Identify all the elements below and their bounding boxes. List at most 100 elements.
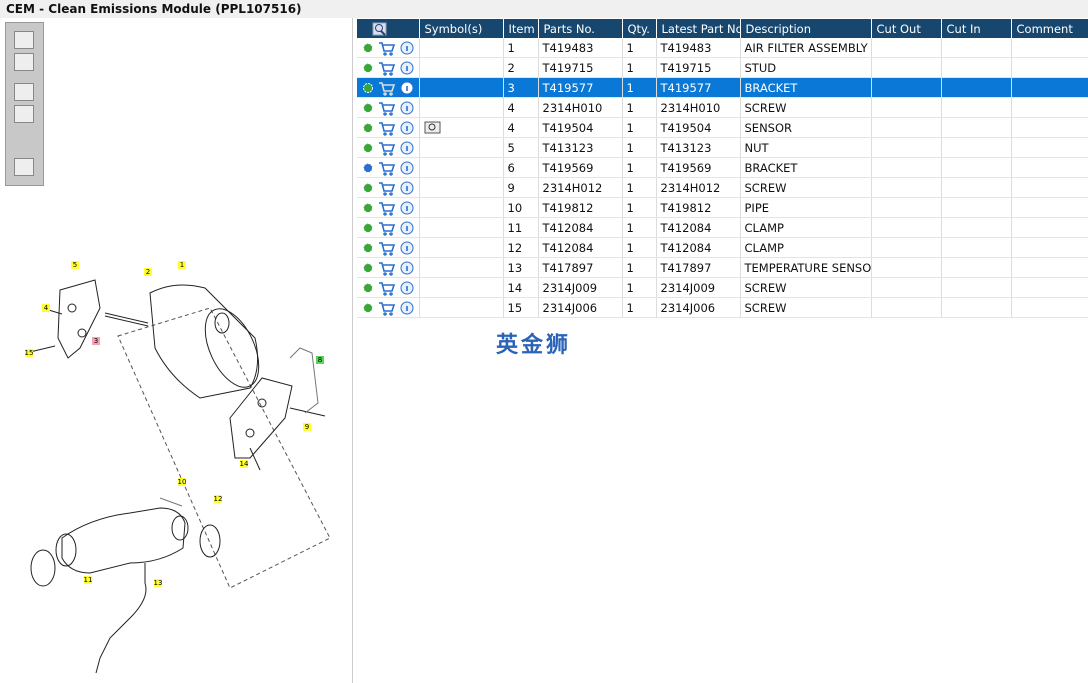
empty-cell: [1011, 77, 1088, 98]
zoom-in-button[interactable]: [14, 31, 34, 49]
icon-cell: [357, 137, 420, 158]
cell: T419812: [538, 197, 623, 218]
table-row[interactable]: 10 T419812 1 T419812 PIPE: [357, 197, 1088, 218]
drawing: [29, 279, 331, 674]
actual-size-button[interactable]: [14, 105, 34, 123]
empty-cell: [941, 177, 1012, 198]
cell: 11: [503, 217, 539, 238]
cell: 1: [622, 38, 657, 58]
symbol-cell: [419, 137, 504, 158]
symbol-cell: [419, 157, 504, 178]
cell: NUT: [740, 137, 872, 158]
cell: SENSOR: [740, 117, 872, 138]
empty-cell: [871, 97, 942, 118]
cell: 1: [622, 97, 657, 118]
row-icons: [363, 221, 414, 236]
table-row[interactable]: 1 T419483 1 T419483 AIR FILTER ASSEMBLY: [357, 38, 1088, 58]
table-row[interactable]: 2 T419715 1 T419715 STUD: [357, 57, 1088, 78]
callout-label: 1: [180, 261, 184, 269]
export-button[interactable]: [14, 158, 34, 176]
table-row[interactable]: 6 T419569 1 T419569 BRACKET: [357, 157, 1088, 178]
symbol-cell: [419, 197, 504, 218]
cell: 1: [622, 117, 657, 138]
table-row[interactable]: 4 2314H010 1 2314H010 SCREW: [357, 97, 1088, 118]
fit-button[interactable]: [14, 83, 34, 101]
table-row[interactable]: 12 T412084 1 T412084 CLAMP: [357, 237, 1088, 258]
table-row[interactable]: 5 T413123 1 T413123 NUT: [357, 137, 1088, 158]
symbol-cell: [419, 38, 504, 58]
table-row[interactable]: 11 T412084 1 T412084 CLAMP: [357, 217, 1088, 238]
cell: 1: [622, 177, 657, 198]
callout-label: 3: [94, 337, 98, 345]
cell: 9: [503, 177, 539, 198]
symbol-cell: [419, 257, 504, 278]
callout-label: 12: [214, 495, 223, 503]
callout-label: 2: [146, 268, 150, 276]
cart-icon: [379, 41, 396, 56]
callout-box: [25, 349, 33, 357]
callout-box: [84, 576, 92, 584]
info-mark: [406, 145, 408, 151]
icon-cell: [357, 117, 420, 138]
empty-cell: [941, 297, 1012, 318]
symbol-cell: [419, 57, 504, 78]
gear-icon: [363, 62, 373, 73]
empty-cell: [871, 117, 942, 138]
cell: 1: [622, 77, 657, 98]
empty-cell: [871, 38, 942, 58]
cell: 10: [503, 197, 539, 218]
info-mark: [406, 165, 408, 171]
zoom-out-button[interactable]: [14, 53, 34, 71]
callout-label: 15: [25, 349, 34, 357]
cell: 1: [503, 38, 539, 58]
column-header: Item: [503, 19, 539, 38]
cart-icon: [379, 221, 396, 236]
cart-icon: [379, 261, 396, 276]
cell: 2314H010: [656, 97, 741, 118]
callout-box: [240, 460, 248, 468]
info-mark: [406, 185, 408, 191]
gear-icon: [363, 262, 373, 273]
info-mark: [406, 125, 408, 131]
cell: T419483: [656, 38, 741, 58]
row-icons: [363, 61, 414, 76]
cell: 2314H010: [538, 97, 623, 118]
empty-cell: [871, 297, 942, 318]
cell: T419577: [538, 77, 623, 98]
cell: 1: [622, 297, 657, 318]
cart-icon: [379, 201, 396, 216]
callout-label: 11: [84, 576, 93, 584]
cell: 3: [503, 77, 539, 98]
table-row[interactable]: 4 T419504 1 T419504 SENSOR: [357, 117, 1088, 138]
diagram-panel: 5 2 1 4 15 3 8 9 14 10 12 11 13: [0, 18, 353, 683]
cart-icon: [379, 101, 396, 116]
row-icons: [363, 261, 414, 276]
row-icons: [363, 161, 414, 176]
info-mark: [406, 65, 408, 71]
cell: BRACKET: [740, 77, 872, 98]
table-row[interactable]: 14 2314J009 1 2314J009 SCREW: [357, 277, 1088, 298]
cell: 12: [503, 237, 539, 258]
empty-cell: [1011, 97, 1088, 118]
column-header: Qty.: [622, 19, 657, 38]
table-row[interactable]: 3 T419577 1 T419577 BRACKET: [357, 77, 1088, 98]
empty-cell: [1011, 237, 1088, 258]
cell: T419504: [538, 117, 623, 138]
search-icon: [372, 22, 387, 36]
empty-cell: [941, 117, 1012, 138]
empty-cell: [871, 77, 942, 98]
empty-cell: [1011, 57, 1088, 78]
toolbar: [5, 22, 44, 186]
empty-cell: [1011, 157, 1088, 178]
empty-cell: [1011, 217, 1088, 238]
cell: T412084: [656, 217, 741, 238]
cell: CLAMP: [740, 217, 872, 238]
table-row[interactable]: 13 T417897 1 T417897 TEMPERATURE SENSOR: [357, 257, 1088, 278]
callout-label: 9: [305, 423, 309, 431]
empty-cell: [871, 157, 942, 178]
empty-cell: [1011, 38, 1088, 58]
table-row[interactable]: 9 2314H012 1 2314H012 SCREW: [357, 177, 1088, 198]
empty-cell: [871, 237, 942, 258]
table-row[interactable]: 15 2314J006 1 2314J006 SCREW: [357, 297, 1088, 318]
